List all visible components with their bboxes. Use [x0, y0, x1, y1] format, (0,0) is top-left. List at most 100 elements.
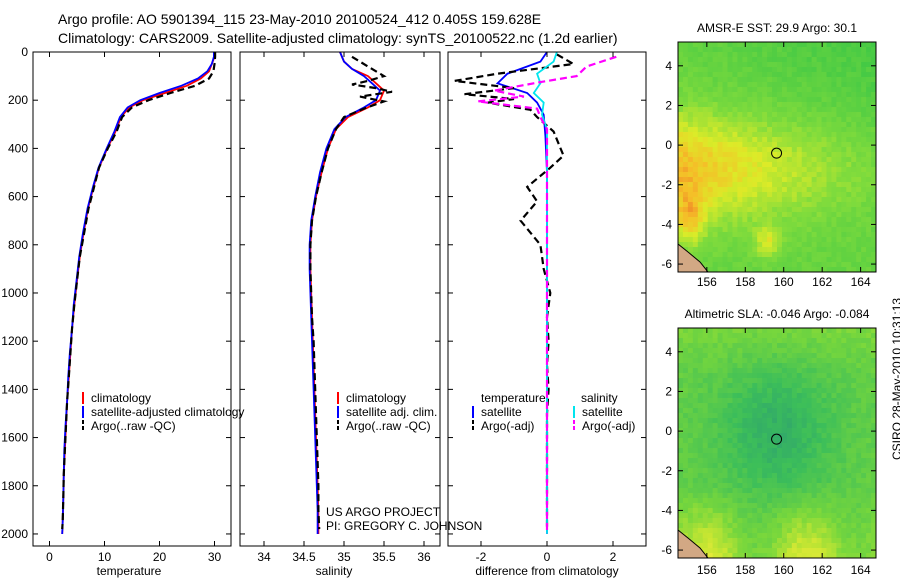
- map-cell: [722, 533, 729, 539]
- map-cell: [747, 338, 753, 344]
- map-cell: [796, 197, 803, 203]
- map-cell: [707, 448, 714, 454]
- map-cell: [777, 162, 783, 168]
- map-cell: [801, 167, 808, 173]
- map-cell: [767, 142, 773, 148]
- map-cell: [712, 328, 719, 334]
- map-cell: [762, 42, 768, 48]
- map-cell: [786, 77, 793, 83]
- map-cell: [831, 518, 837, 524]
- map-cell: [742, 363, 748, 369]
- map-cell: [692, 62, 699, 68]
- map-cell: [747, 222, 753, 228]
- map-cell: [727, 132, 734, 138]
- map-cell: [747, 508, 753, 514]
- map-cell: [712, 42, 719, 48]
- map-cell: [772, 398, 778, 404]
- map-cell: [692, 433, 699, 439]
- map-cell: [747, 232, 753, 238]
- map-cell: [856, 82, 862, 88]
- map-cell: [871, 112, 876, 118]
- map-cell: [682, 222, 689, 228]
- map-cell: [806, 398, 813, 404]
- map-cell: [841, 348, 847, 354]
- map-cell: [737, 232, 743, 238]
- sst-map-frame: [677, 41, 877, 273]
- map-x-tick-label: 156: [697, 275, 717, 289]
- map-cell: [816, 142, 823, 148]
- map-cell: [727, 493, 734, 499]
- map-cell: [831, 348, 837, 354]
- map-cell: [871, 533, 876, 539]
- map-cell: [707, 52, 714, 58]
- map-cell: [801, 363, 808, 369]
- map-cell: [796, 513, 803, 519]
- map-cell: [856, 212, 862, 218]
- map-cell: [866, 182, 872, 188]
- map-cell: [866, 227, 872, 233]
- map-cell: [866, 252, 872, 258]
- map-cell: [826, 237, 833, 243]
- map-cell: [722, 513, 729, 519]
- map-cell: [692, 237, 699, 243]
- map-cell: [767, 72, 773, 78]
- map-cell: [866, 523, 872, 529]
- map-cell: [702, 488, 709, 494]
- map-cell: [816, 363, 823, 369]
- map-cell: [702, 453, 709, 459]
- map-cell: [841, 147, 847, 153]
- map-cell: [712, 212, 719, 218]
- map-cell: [687, 237, 694, 243]
- map-cell: [707, 378, 714, 384]
- map-cell: [841, 383, 847, 389]
- map-cell: [722, 172, 729, 178]
- map-cell: [737, 137, 743, 143]
- map-cell: [712, 267, 719, 272]
- map-cell: [781, 227, 788, 233]
- map-cell: [702, 418, 709, 424]
- map-cell: [816, 478, 823, 484]
- map-cell: [826, 207, 833, 213]
- map-cell: [826, 102, 833, 108]
- map-cell: [717, 428, 724, 434]
- map-cell: [762, 57, 768, 63]
- map-cell: [811, 267, 818, 272]
- map-cell: [791, 192, 798, 198]
- map-cell: [821, 458, 828, 464]
- map-cell: [697, 433, 704, 439]
- map-cell: [841, 518, 847, 524]
- map-cell: [821, 217, 828, 223]
- map-cell: [727, 227, 734, 233]
- map-cell: [712, 62, 719, 68]
- map-cell: [821, 498, 828, 504]
- map-cell: [816, 252, 823, 258]
- map-cell: [732, 328, 738, 334]
- map-cell: [707, 538, 714, 544]
- map-cell: [777, 172, 783, 178]
- map-cell: [772, 458, 778, 464]
- map-cell: [821, 227, 828, 233]
- map-cell: [821, 438, 828, 444]
- map-cell: [841, 242, 847, 248]
- map-cell: [836, 222, 842, 228]
- map-cell: [747, 147, 753, 153]
- map-cell: [717, 187, 724, 193]
- map-cell: [871, 207, 876, 213]
- map-cell: [742, 162, 748, 168]
- map-cell: [702, 212, 709, 218]
- difference-series-0: [495, 52, 548, 534]
- map-cell: [692, 483, 699, 489]
- map-cell: [747, 373, 753, 379]
- map-cell: [861, 167, 867, 173]
- map-cell: [702, 187, 709, 193]
- map-cell: [757, 72, 763, 78]
- map-cell: [682, 488, 689, 494]
- map-cell: [871, 543, 876, 549]
- map-cell: [866, 197, 872, 203]
- map-cell: [767, 423, 773, 429]
- map-cell: [811, 137, 818, 143]
- map-cell: [836, 57, 842, 63]
- map-cell: [707, 192, 714, 198]
- map-cell: [722, 508, 729, 514]
- map-cell: [702, 373, 709, 379]
